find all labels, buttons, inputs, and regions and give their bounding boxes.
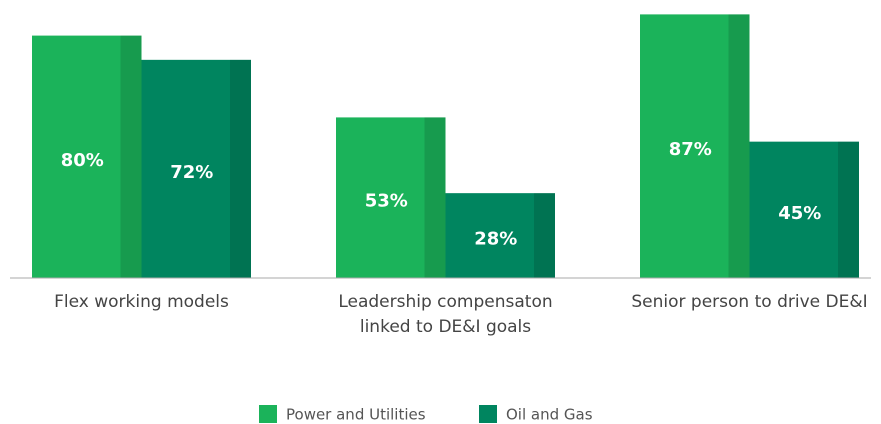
x-tick-label: Leadership compensaton linked to DE&I go… [338,292,553,337]
bar [336,117,446,278]
value-label: 53% [365,191,408,212]
bar [640,14,750,278]
x-tick-label: Senior person to drive DE&I [631,292,868,312]
value-label: 72% [170,162,213,183]
value-label: 80% [61,150,104,171]
bar [749,141,859,278]
legend-label: Power and Utilities [286,406,426,424]
bar-shade [728,14,750,278]
bar [141,59,251,279]
bar [445,193,555,278]
x-tick-label: Flex working models [54,292,229,312]
bar-shade [534,193,555,278]
legend-swatch [259,405,277,423]
bar [32,35,142,278]
value-label: 87% [669,139,712,160]
bar-shade [120,35,142,278]
value-label: 45% [778,203,821,224]
bar-shade [838,141,859,278]
bar-shade [424,117,446,278]
value-label: 28% [474,229,517,250]
legend-swatch [479,405,497,423]
legend-label: Oil and Gas [506,406,593,424]
bar-shade [230,59,251,279]
